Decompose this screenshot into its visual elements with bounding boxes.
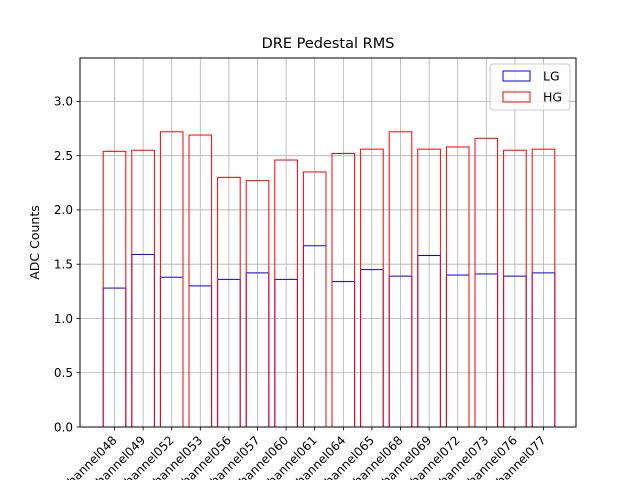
y-tick-label: 1.0 [54, 312, 73, 326]
y-axis: 0.0 0.5 1.0 1.5 2.0 2.5 3.0 [54, 95, 80, 434]
x-axis: Channel048Channel049Channel052Channel053… [59, 427, 549, 480]
legend: LG HG [489, 63, 571, 111]
y-tick-label: 0.5 [54, 366, 73, 380]
legend-swatch-hg [502, 91, 531, 103]
legend-label-hg: HG [543, 90, 562, 105]
grid-layer [80, 58, 576, 428]
plot-frame [79, 57, 577, 428]
y-tick-label: 3.0 [54, 95, 73, 109]
y-axis-label: ADC Counts [27, 205, 42, 280]
legend-label-lg: LG [543, 69, 560, 84]
legend-box [489, 63, 571, 111]
bars-layer [102, 131, 556, 428]
y-tick-label: 0.0 [54, 420, 73, 434]
legend-swatch-lg [502, 70, 531, 82]
y-tick-label: 2.5 [54, 149, 73, 163]
y-tick-label: 1.5 [54, 258, 73, 272]
chart-title: DRE Pedestal RMS [262, 36, 395, 52]
y-tick-label: 2.0 [54, 203, 73, 217]
